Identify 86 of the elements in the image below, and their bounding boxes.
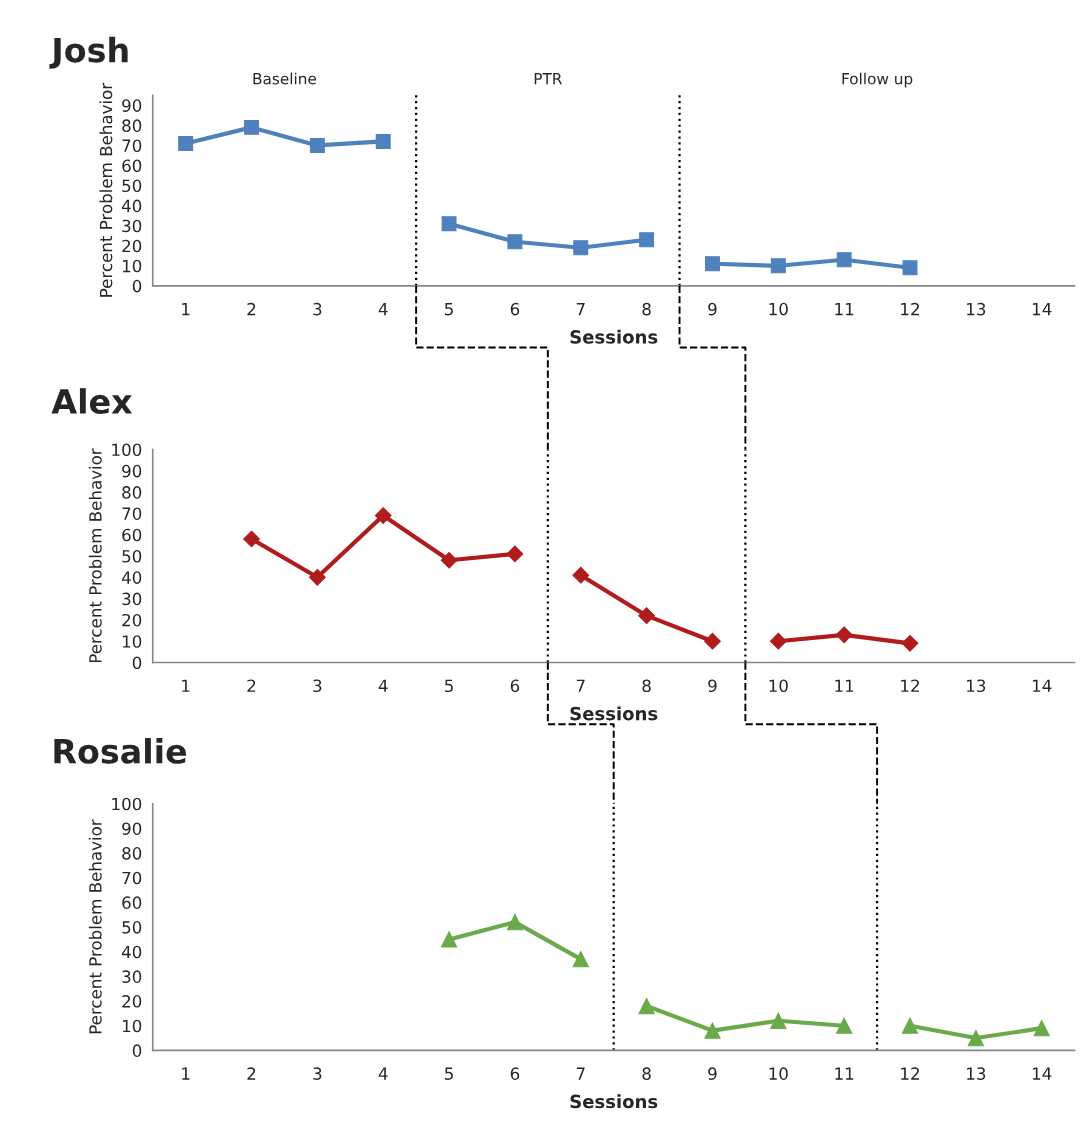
y-tick-label: 20 [122, 995, 142, 1008]
y-tick-label: 90 [122, 99, 142, 112]
x-tick-label: 6 [510, 1067, 520, 1080]
x-tick-label: 2 [247, 679, 256, 692]
x-tick-label: 1 [182, 303, 190, 316]
x-tick-label: 6 [510, 679, 520, 693]
x-tick-label: 14 [1032, 303, 1052, 316]
y-tick-label: 50 [122, 549, 142, 563]
y-tick-label: 50 [122, 179, 142, 193]
x-tick-label: 4 [378, 1067, 388, 1080]
y-tick-label: 60 [122, 528, 142, 542]
x-tick-label: 11 [835, 1067, 854, 1080]
x-tick-label: 4 [378, 679, 388, 692]
x-tick-label: 3 [313, 1067, 322, 1080]
x-tick-label: 13 [967, 1067, 986, 1080]
x-tick-label: 1 [182, 679, 190, 692]
y-tick-label: 90 [122, 822, 142, 835]
x-tick-label: 3 [313, 679, 322, 693]
y-tick-label: 30 [122, 219, 142, 233]
x-tick-label: 5 [445, 679, 453, 693]
x-tick-label: 9 [708, 302, 717, 316]
y-tick-label: 20 [122, 239, 142, 253]
y-tick-label: 50 [122, 921, 142, 934]
x-tick-label: 2 [247, 1067, 256, 1080]
x-tick-label: 8 [642, 679, 651, 693]
x-tick-label: 9 [708, 1067, 717, 1080]
y-tick-label: 100 [112, 797, 142, 811]
y-tick-label: 0 [132, 656, 142, 670]
x-tick-label: 12 [901, 679, 919, 692]
x-tick-label: 6 [510, 302, 520, 316]
y-tick-label: 100 [112, 443, 142, 457]
chart-title: Josh [49, 36, 128, 69]
x-tick-label: 14 [1032, 679, 1052, 692]
x-tick-label: 10 [769, 302, 788, 316]
y-tick-label: 80 [122, 119, 142, 132]
y-tick-label: 70 [122, 871, 142, 885]
y-tick-label: 70 [122, 507, 142, 520]
x-tick-label: 14 [1032, 1067, 1052, 1080]
text: Follow up [842, 72, 913, 88]
y-axis-title: Percent Problem Behavior [88, 448, 102, 663]
y-tick-label: 80 [122, 847, 142, 860]
x-tick-label: 8 [642, 1067, 651, 1080]
y-tick-label: 0 [132, 279, 142, 293]
y-tick-label: 40 [121, 945, 142, 959]
text: Baseline [253, 72, 317, 85]
x-tick-label: 1 [182, 1067, 190, 1080]
y-tick-label: 10 [122, 259, 142, 273]
x-tick-label: 11 [835, 679, 854, 692]
x-tick-label: 7 [576, 303, 585, 316]
x-axis-title: Sessions [570, 329, 658, 344]
x-tick-label: 2 [247, 302, 256, 316]
x-tick-label: 8 [642, 302, 651, 316]
chart-title: Rosalie [54, 738, 187, 764]
text: PTR [534, 73, 562, 85]
x-tick-label: 11 [835, 303, 854, 316]
x-tick-label: 5 [445, 303, 453, 316]
y-tick-label: 40 [121, 571, 142, 584]
y-axis-title: Percent Problem Behavior [99, 82, 113, 297]
y-tick-label: 30 [122, 592, 142, 606]
x-tick-label: 13 [967, 679, 986, 693]
y-tick-label: 20 [122, 613, 142, 627]
y-tick-label: 70 [122, 139, 142, 152]
y-tick-label: 0 [132, 1044, 142, 1057]
chart-title: Alex [51, 388, 133, 414]
x-tick-label: 7 [576, 679, 585, 692]
y-tick-label: 90 [122, 464, 142, 478]
y-tick-label: 60 [122, 896, 142, 909]
x-tick-label: 7 [576, 1067, 585, 1080]
x-tick-label: 12 [901, 302, 919, 316]
x-tick-label: 10 [769, 679, 788, 693]
y-tick-label: 10 [122, 635, 142, 648]
x-tick-label: 9 [708, 679, 717, 693]
y-tick-label: 60 [122, 159, 142, 173]
y-tick-label: 80 [122, 486, 142, 499]
x-tick-label: 5 [445, 1067, 453, 1080]
x-tick-label: 12 [901, 1067, 919, 1080]
y-axis-title: Percent Problem Behavior [88, 819, 102, 1034]
x-tick-label: 13 [967, 302, 986, 316]
x-axis-title: Sessions [570, 1094, 658, 1109]
y-tick-label: 10 [122, 1019, 142, 1033]
y-tick-label: 40 [121, 199, 142, 213]
y-tick-label: 30 [122, 970, 142, 983]
x-tick-label: 10 [769, 1067, 788, 1080]
x-tick-label: 4 [378, 303, 388, 316]
x-tick-label: 3 [313, 302, 322, 316]
x-axis-title: Sessions [570, 706, 658, 721]
